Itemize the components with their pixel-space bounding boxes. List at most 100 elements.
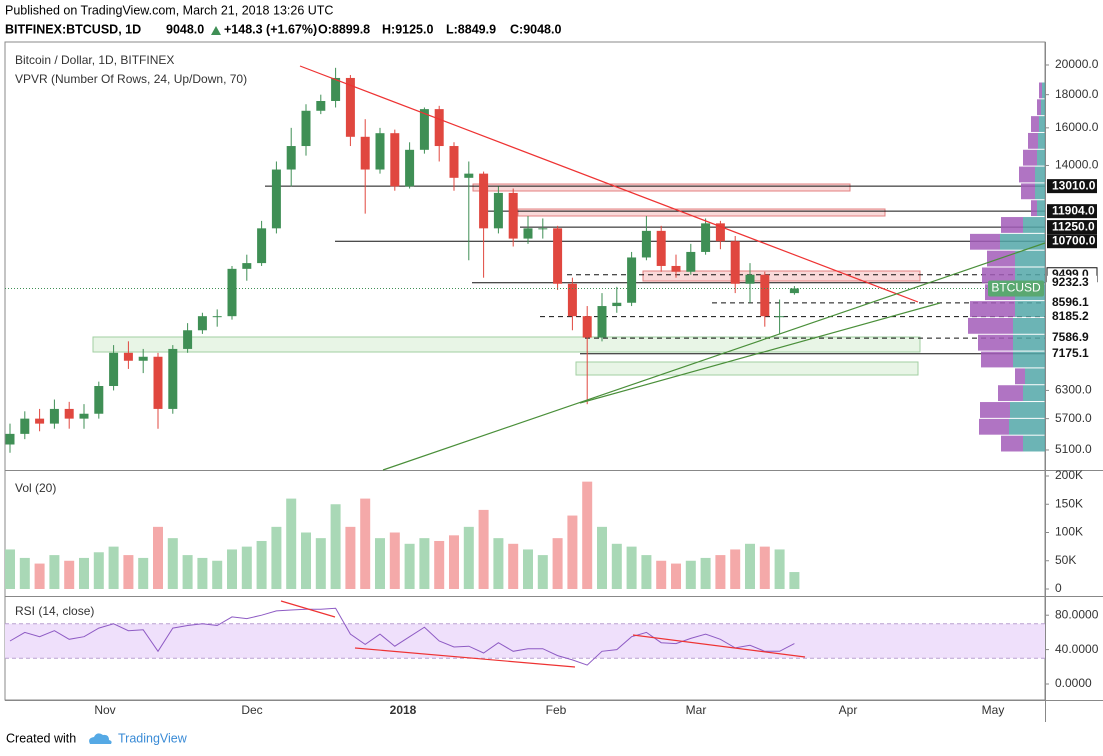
chart-title: Bitcoin / Dollar, 1D, BITFINEX: [15, 53, 174, 67]
candle-body: [567, 283, 577, 317]
profile-down: [981, 351, 1013, 368]
y-tick-label: 100K: [1055, 525, 1083, 539]
candle-body: [331, 77, 341, 101]
candle-body: [553, 228, 563, 284]
x-tick-label: May: [982, 703, 1005, 717]
up-arrow: [211, 26, 221, 35]
profile-up: [1013, 334, 1045, 351]
profile-down: [1001, 435, 1023, 452]
resistance-zone: [642, 270, 921, 282]
y-tick-label: 20000.0: [1055, 57, 1099, 71]
volume-bar: [360, 498, 371, 589]
y-tick-label: 5100.0: [1055, 442, 1092, 456]
level-label-bg: [1047, 220, 1097, 235]
footer-created: Created with: [6, 731, 76, 745]
profile-down: [1015, 368, 1025, 385]
candle-body: [20, 418, 30, 434]
published: Published on TradingView.com, March 21, …: [5, 3, 333, 17]
candle-body: [138, 356, 148, 361]
candle-body: [123, 352, 133, 361]
footer-brand: TradingView: [118, 731, 188, 745]
trend-line: [382, 242, 1046, 471]
candle-body: [464, 173, 474, 178]
volume-bar: [656, 560, 667, 589]
support-zone: [575, 361, 919, 376]
volume-bar: [700, 557, 711, 589]
candle-body: [671, 265, 681, 272]
volume-bar: [449, 535, 459, 589]
level-label: 11904.0: [1052, 203, 1095, 217]
candle-body: [197, 316, 207, 331]
candle-body: [316, 100, 326, 111]
volume-bar: [345, 526, 356, 589]
candle-body: [257, 228, 267, 264]
candle-body: [493, 192, 503, 229]
low: L:8849.9: [446, 22, 496, 36]
candle-body: [656, 230, 666, 266]
volume-bar: [138, 557, 149, 589]
trend-line: [299, 65, 919, 303]
y-tick-label: 80.0000: [1055, 607, 1099, 621]
profile-down: [1028, 132, 1038, 149]
y-tick-label: 40.0000: [1055, 642, 1099, 656]
level-label: 8596.1: [1052, 295, 1089, 309]
level-label-bg: [1047, 275, 1097, 290]
y-tick-label: 150K: [1055, 496, 1083, 510]
volume-bar: [271, 526, 282, 589]
volume-bar: [463, 526, 474, 589]
y-tick-label: 50K: [1055, 553, 1076, 567]
profile-up: [1035, 166, 1045, 183]
level-label-bg: [1047, 295, 1097, 310]
profile-up: [1025, 368, 1045, 385]
indicator-title: VPVR (Number Of Rows, 24, Up/Down, 70): [15, 72, 247, 86]
divergence-line: [632, 634, 806, 658]
profile-up: [1037, 200, 1045, 217]
level-label: 13010.0: [1052, 178, 1096, 192]
candle-body: [641, 230, 651, 258]
volume-bar: [123, 555, 134, 589]
candle-body: [745, 274, 755, 284]
profile-down: [979, 418, 1009, 435]
rsi-line: [9, 607, 795, 666]
candle-body: [627, 257, 637, 303]
volume-bar: [404, 543, 415, 589]
candle-body: [109, 352, 119, 387]
candle-body: [153, 356, 163, 409]
candle-body: [730, 241, 740, 284]
volume-bar: [167, 538, 178, 589]
x-tick-label: Dec: [241, 703, 262, 717]
y-tick-label: 16000.0: [1055, 120, 1099, 134]
candle-body: [271, 169, 281, 229]
candle-body: [701, 223, 711, 252]
candle-body: [538, 228, 548, 230]
volume-bar: [227, 549, 237, 589]
profile-down: [968, 317, 1013, 334]
volume-bar: [685, 560, 696, 589]
candle-body: [449, 146, 459, 178]
candle-body: [390, 133, 400, 187]
volume-bar: [419, 538, 430, 589]
profile-down: [1031, 200, 1037, 217]
candle-body: [582, 316, 592, 338]
profile-up: [1013, 351, 1045, 368]
volume-bar: [745, 543, 755, 589]
x-tick-label: Nov: [94, 703, 115, 717]
volume-bar: [375, 538, 385, 589]
volume-bar: [759, 546, 770, 589]
candle-body: [183, 330, 193, 349]
volume-bar: [715, 555, 726, 589]
profile-up: [1037, 149, 1045, 166]
candle-body: [479, 173, 489, 229]
volume-bar: [34, 563, 45, 589]
profile-down: [1037, 99, 1041, 116]
volume-bar: [641, 555, 652, 589]
candle-body: [508, 192, 518, 239]
profile-down: [1039, 82, 1042, 99]
volume-bar: [49, 555, 60, 589]
profile-down: [1031, 116, 1039, 132]
change: +148.3 (+1.67%): [224, 22, 317, 36]
volume-bar: [108, 546, 119, 589]
candle-body: [523, 228, 533, 239]
volume-bar: [730, 549, 741, 589]
